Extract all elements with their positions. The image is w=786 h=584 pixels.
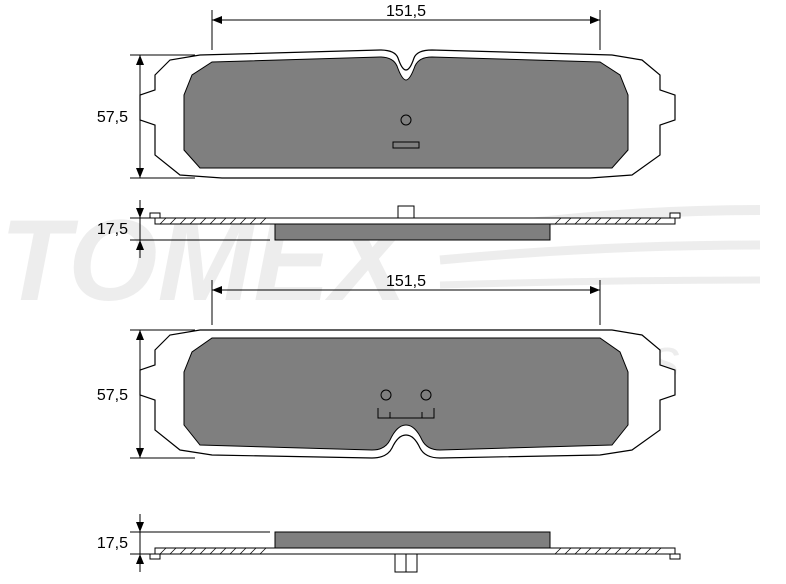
dimension-thickness-bottom: 17,5 bbox=[97, 514, 270, 572]
dim-thick-top-label: 17,5 bbox=[97, 221, 128, 238]
dim-height-top-label: 57,5 bbox=[97, 109, 128, 126]
dimension-width-top: 151,5 bbox=[212, 3, 600, 50]
svg-text:TOMEX: TOMEX bbox=[0, 197, 413, 325]
brake-pad-diagram: TOMEX brakes 151,5 5 bbox=[0, 0, 786, 584]
dim-thick-bottom-label: 17,5 bbox=[97, 535, 128, 552]
bottom-pad-side-view: 17,5 bbox=[97, 514, 680, 572]
dim-width-bottom-label: 151,5 bbox=[386, 273, 426, 290]
dim-width-top-label: 151,5 bbox=[386, 3, 426, 20]
top-pad-front-view: 151,5 57,5 bbox=[97, 3, 675, 178]
dim-height-bottom-label: 57,5 bbox=[97, 387, 128, 404]
